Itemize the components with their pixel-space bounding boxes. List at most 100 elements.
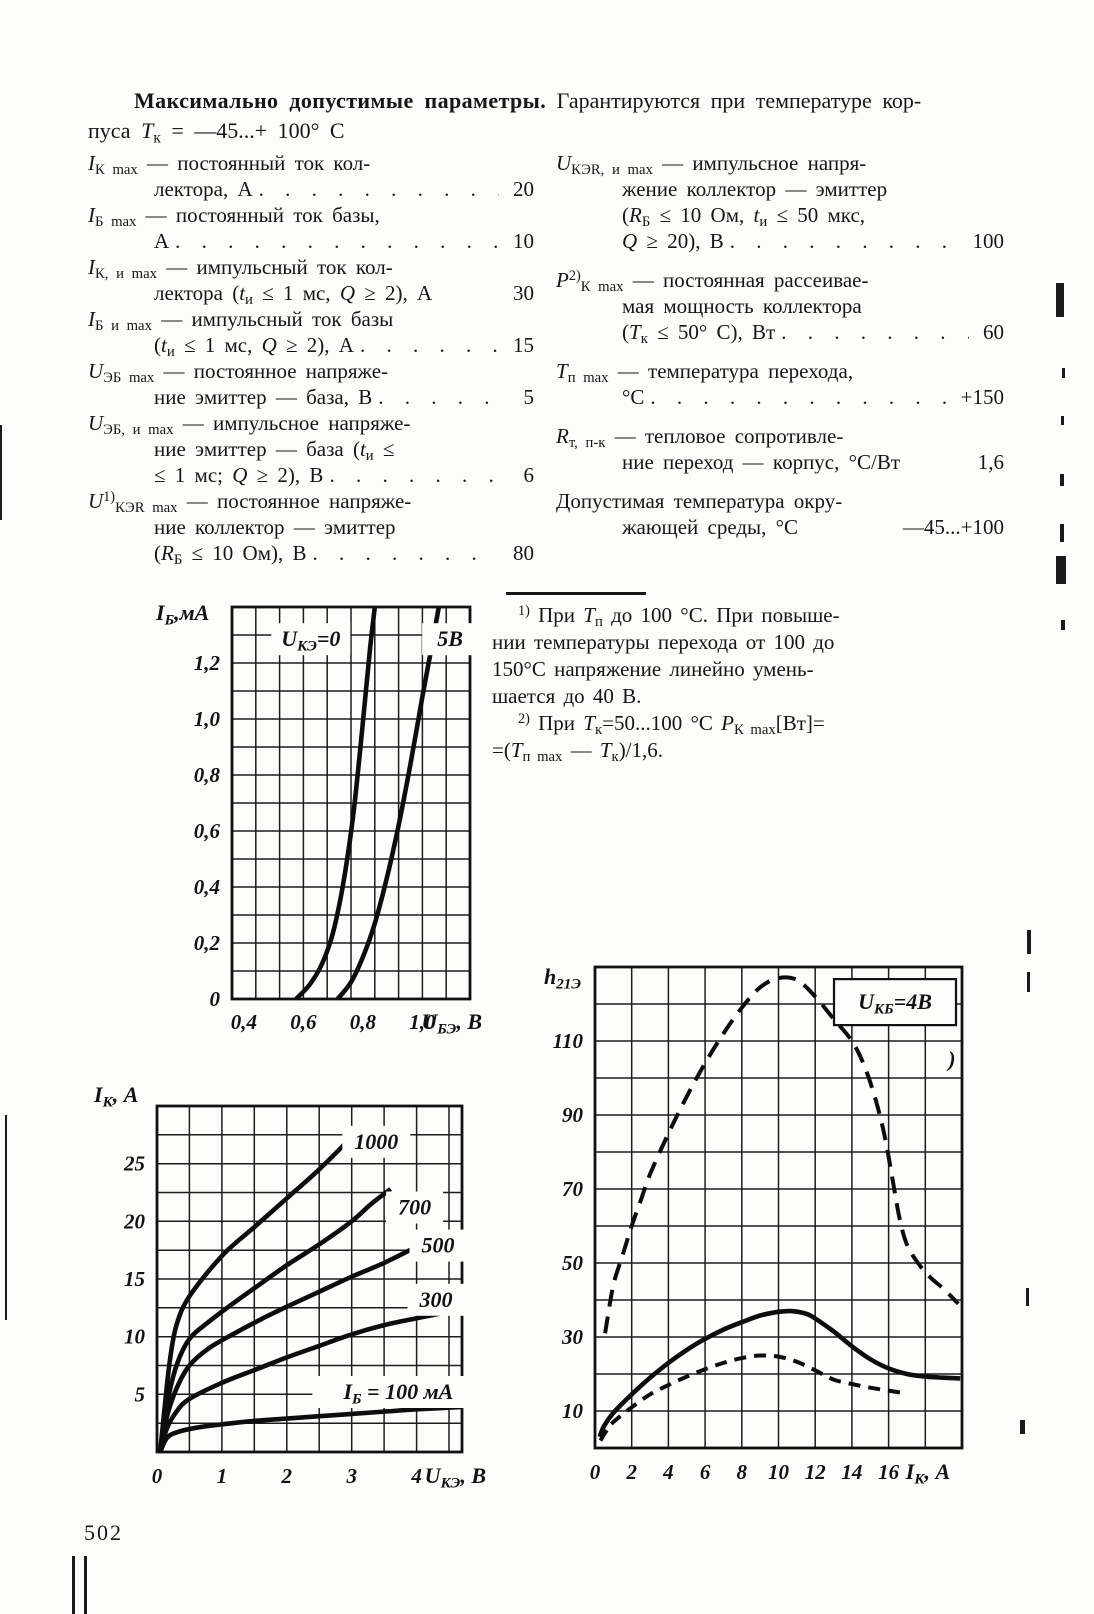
parameter-line: ние переход — корпус, °С/Вт 1,6 xyxy=(556,449,1004,475)
parameter-item: Допустимая температура окру-жающей среды… xyxy=(556,488,1004,540)
parameter-text: ние коллектор — эмиттер xyxy=(154,515,396,539)
parameter-value: —45...+100 xyxy=(902,515,1004,539)
x-axis-label: IК, А xyxy=(905,1459,950,1487)
heading-rest: Гарантируются при температуре кор- xyxy=(546,88,922,113)
parameter-line: (tи ≤ 1 мс, Q ≥ 2), А 15 xyxy=(88,332,534,361)
y-tick-label: 0,6 xyxy=(194,819,221,843)
x-axis-label: UКЭ, В xyxy=(425,1463,486,1491)
dot-leader xyxy=(781,319,969,345)
x-tick-label: 0 xyxy=(152,1464,163,1488)
parameter-text: лектора, А xyxy=(154,177,253,201)
y-tick-label: 30 xyxy=(561,1325,584,1349)
scan-artifact xyxy=(5,1115,7,1320)
parameter-text: Допустимая температура окру- xyxy=(556,489,843,513)
x-tick-label: 16 xyxy=(878,1460,900,1484)
series-h21e-solid xyxy=(597,1308,961,1438)
parameter-item: IБ max — постоянный ток базы,А 10 xyxy=(88,202,534,254)
parameter-line: Тп max — температура перехода, xyxy=(556,358,1004,385)
input-characteristic-plot: UКЭ=0 5В 0,4 0,6 0,8 1,0 0 0,2 0,4 0,6 0,8 1,0 1,2 UБ… xyxy=(155,600,482,1037)
scan-artifact xyxy=(1060,474,1064,486)
y-tick-label: 90 xyxy=(562,1103,584,1127)
x-tick-label: 8 xyxy=(737,1460,748,1484)
y-tick-label: 1,0 xyxy=(194,707,221,731)
parameter-item: Тп max — температура перехода,°С +150 xyxy=(556,358,1004,410)
heading-line2: пуса Тк = —45...+ 100° С xyxy=(88,118,345,146)
x-tick-label: 2 xyxy=(281,1464,293,1488)
x-tick-label: 12 xyxy=(805,1460,827,1484)
parameter-text: UЭБ, и max — импульсное напряже- xyxy=(88,411,411,439)
scan-artifact xyxy=(1062,368,1065,378)
dot-leader xyxy=(259,176,499,202)
annotation-box xyxy=(407,1283,465,1316)
parameter-value: 15 xyxy=(513,333,534,357)
parameter-text: А xyxy=(154,229,170,253)
parameter-line: UКЭR, и max — импульсное напря- xyxy=(556,150,1004,179)
parameter-line: U1)КЭR max — постоянное напряже- xyxy=(88,488,534,515)
chart-input-characteristic: UКЭ=0 5В 0,4 0,6 0,8 1,0 0 0,2 0,4 0,6 0,8 1,0 1,2 UБ… xyxy=(148,583,488,1061)
parameter-item: UКЭR, и max — импульсное напря-жение кол… xyxy=(556,150,1004,254)
parameter-text: UКЭR, и max — импульсное напря- xyxy=(556,151,867,179)
parameter-item: IК max — постоянный ток кол-лектора, А 20 xyxy=(88,150,534,202)
y-tick-label: 50 xyxy=(562,1251,584,1275)
parameter-line: IБ и max — импульсный ток базы xyxy=(88,306,534,335)
series-h21e-lower-dashed xyxy=(598,1353,906,1442)
y-tick-label: 10 xyxy=(124,1325,146,1349)
series-ib-300 xyxy=(157,1311,441,1453)
footnote-line: шается до 40 В. xyxy=(492,684,642,708)
parameter-text: IБ и max — импульсный ток базы xyxy=(88,307,394,335)
parameter-line: (RБ ≤ 10 Ом, tи ≤ 50 мкс, xyxy=(556,202,1004,229)
series-ukz-5v xyxy=(335,606,442,1001)
parameter-line: ние эмиттер — база, В 5 xyxy=(88,384,534,410)
parameter-line: ≤ 1 мс; Q ≥ 2), В 6 xyxy=(88,462,534,488)
parameter-line: IБ max — постоянный ток базы, xyxy=(88,202,534,229)
parameters-column-left: IК max — постоянный ток кол-лектора, А 20… xyxy=(88,150,534,567)
x-tick-label: 0,8 xyxy=(350,1010,377,1034)
parameter-line: А 10 xyxy=(88,228,534,254)
scan-artifact xyxy=(1027,930,1031,954)
scan-artifact xyxy=(0,425,2,520)
scan-artifact xyxy=(1020,1420,1025,1434)
curve-label: 500 xyxy=(422,1233,455,1258)
annotation-box xyxy=(342,1125,411,1158)
parameter-line: IК, и max — импульсный ток кол- xyxy=(88,254,534,283)
parameter-text: UЭБ max — постоянное напряже- xyxy=(88,359,389,387)
series-ib-100 xyxy=(158,1404,463,1453)
y-axis-label: IБ,мА xyxy=(155,600,209,628)
dot-leader xyxy=(329,462,509,488)
x-tick-label: 14 xyxy=(841,1460,862,1484)
series-h21e-upper-dashed xyxy=(603,975,960,1334)
parameter-text: Rт, п-к — тепловое сопротивле- xyxy=(556,424,844,452)
y-tick-label: 1,2 xyxy=(194,651,221,675)
y-axis-label: IК, А xyxy=(93,1082,138,1110)
x-tick-label: 10 xyxy=(768,1460,790,1484)
scan-artifact xyxy=(84,1556,87,1614)
output-characteristics-plot: 1000 700 500 300 IБ = 100 мА 0 1 2 3 4 5 10 15 20 25 UК… xyxy=(93,1082,486,1491)
parameter-value: 6 xyxy=(523,463,535,487)
dot-leader xyxy=(730,228,959,254)
parameter-text: лектора (tи ≤ 1 мс, Q ≥ 2), А xyxy=(154,281,433,309)
parameter-item: IБ и max — импульсный ток базы (tи ≤ 1 мс… xyxy=(88,306,534,361)
x-tick-label: 3 xyxy=(345,1464,357,1488)
plot-frame xyxy=(155,1104,464,1454)
parameter-text: IК, и max — импульсный ток кол- xyxy=(88,255,393,283)
footnote-rule xyxy=(506,592,646,595)
annotation-box xyxy=(312,1376,485,1408)
series-ib-500 xyxy=(157,1244,418,1453)
parameter-text: (Тк ≤ 50° С), Вт xyxy=(622,320,776,348)
parameter-line: ние эмиттер — база (tи ≤ xyxy=(88,436,534,463)
parameter-value: 20 xyxy=(513,177,534,201)
parameter-text: (tи ≤ 1 мс, Q ≥ 2), А xyxy=(154,333,354,361)
parameter-value: 5 xyxy=(523,385,535,409)
series-ib-1000 xyxy=(157,1135,354,1453)
dot-leader xyxy=(313,540,500,566)
curve-label: IБ = 100 мА xyxy=(342,1379,453,1407)
curve-label: 1000 xyxy=(354,1129,398,1154)
annotation-box xyxy=(832,977,958,1027)
series-ib-700 xyxy=(157,1187,393,1453)
curve-label: 5В xyxy=(437,626,463,651)
x-tick-label: 0,4 xyxy=(231,1010,257,1034)
curve-label: 700 xyxy=(398,1195,431,1220)
series-ukz-0 xyxy=(294,606,378,1001)
parameters-column-right: UКЭR, и max — импульсное напря-жение кол… xyxy=(556,150,1004,553)
parameter-line: ние коллектор — эмиттер xyxy=(88,514,534,540)
